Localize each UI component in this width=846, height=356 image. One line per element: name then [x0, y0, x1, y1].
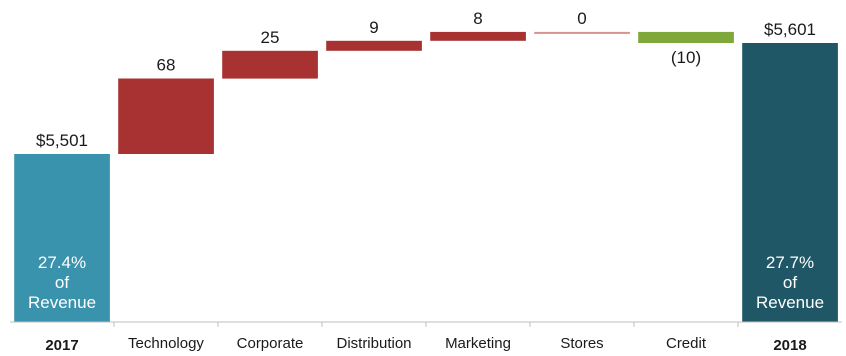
x-tick-label-stores: Stores [560, 335, 603, 352]
value-label-corporate: 25 [261, 28, 280, 47]
value-label-distribution: 9 [369, 18, 378, 37]
x-tick-label-distribution: Distribution [336, 335, 411, 352]
bar-distribution [326, 40, 422, 51]
inner-label-2018-0: 27.7% [766, 253, 814, 272]
inner-label-2018-1: of [783, 273, 797, 292]
bar-2017 [14, 154, 110, 322]
value-label-credit: (10) [671, 48, 701, 67]
x-tick-label-technology: Technology [128, 335, 204, 352]
x-tick-label-2017: 2017 [45, 337, 78, 354]
inner-label-2017-2: Revenue [28, 293, 96, 312]
x-tick-label-2018: 2018 [773, 337, 806, 354]
inner-label-2018-2: Revenue [756, 293, 824, 312]
bar-corporate [222, 50, 318, 79]
value-label-marketing: 8 [473, 9, 482, 28]
x-tick-label-marketing: Marketing [445, 335, 511, 352]
bars-layer [14, 31, 838, 322]
inner-label-2017-0: 27.4% [38, 253, 86, 272]
bar-stores [534, 31, 630, 34]
bar-marketing [430, 31, 526, 41]
x-ticks-layer: 2017 Technology Corporate Distribution Marke… [45, 322, 807, 354]
bar-2018 [742, 43, 838, 322]
bar-credit [638, 31, 734, 43]
x-tick-label-corporate: Corporate [237, 335, 304, 352]
value-label-stores: 0 [577, 9, 586, 28]
bar-technology [118, 78, 214, 154]
value-label-2018: $5,601 [764, 20, 816, 39]
value-label-technology: 68 [157, 56, 176, 75]
x-tick-label-credit: Credit [666, 335, 707, 352]
inner-label-2017-1: of [55, 273, 69, 292]
value-label-2017: $5,501 [36, 131, 88, 150]
